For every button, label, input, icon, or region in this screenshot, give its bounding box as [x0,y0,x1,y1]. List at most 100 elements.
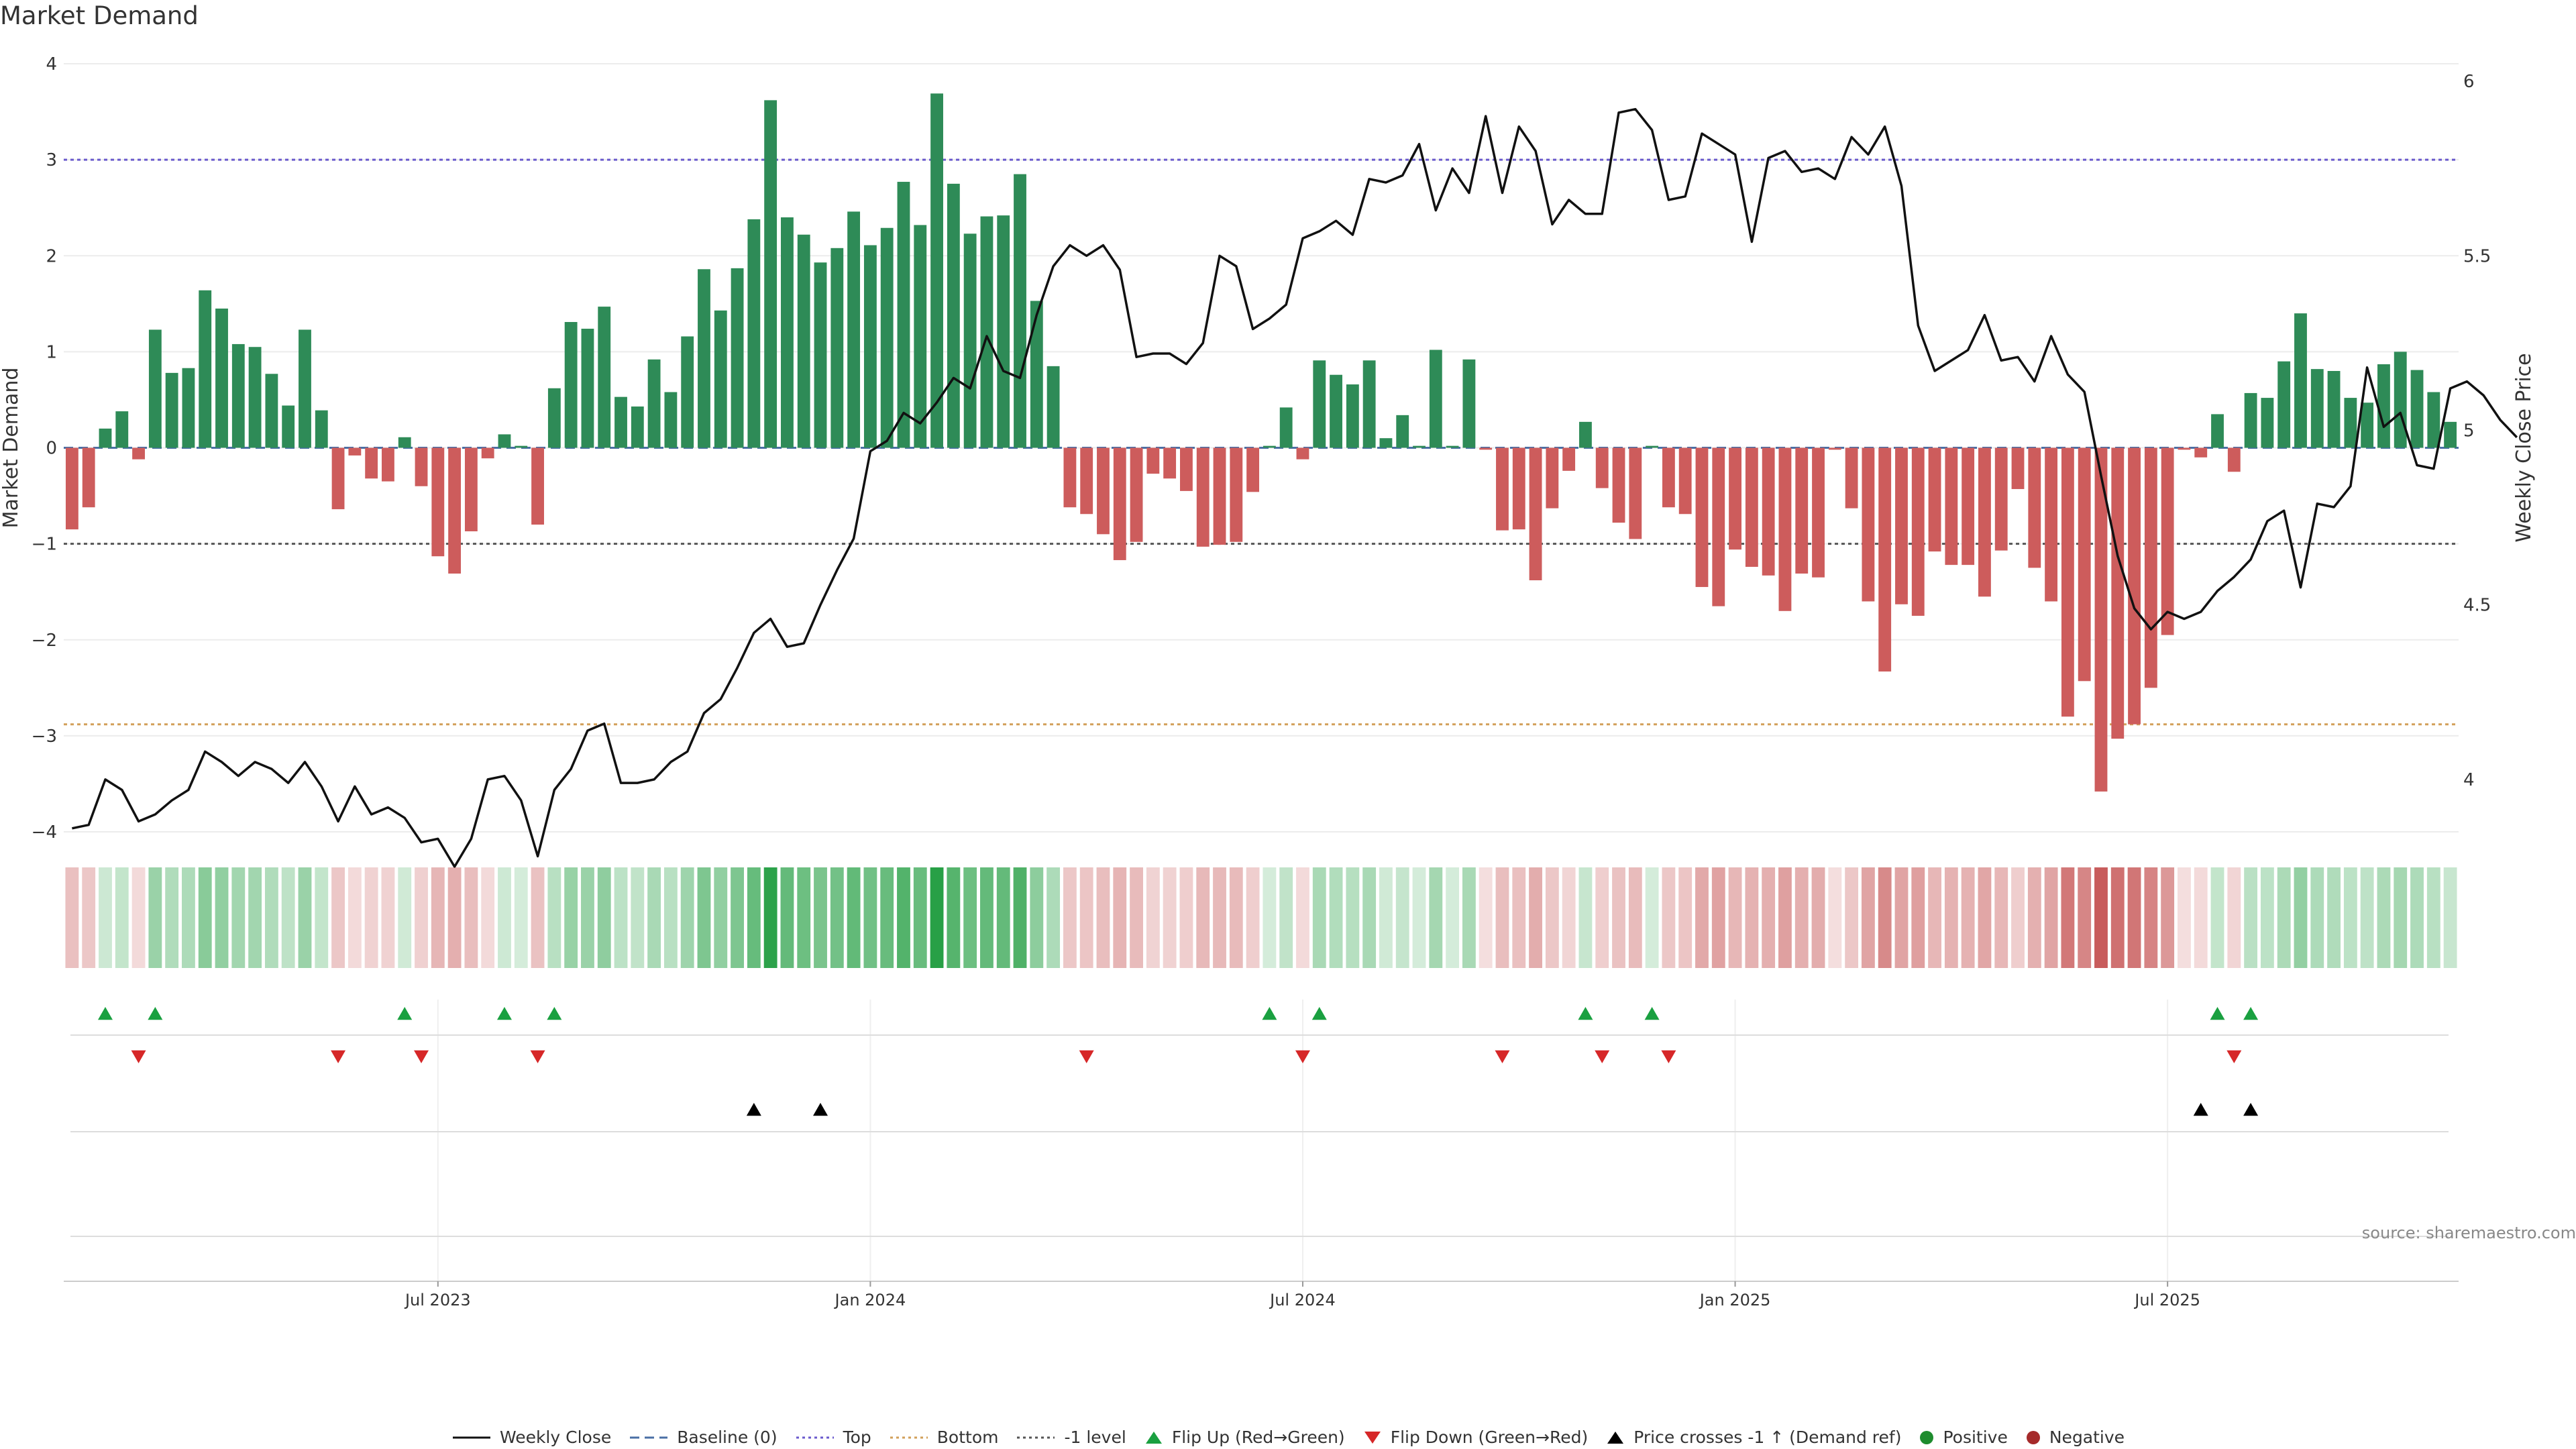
heat-cell [1861,867,1875,968]
demand-bar [2144,447,2157,688]
demand-bar [1745,447,1758,567]
heat-cell [2078,867,2092,968]
demand-bar [1828,447,1841,450]
flip-up-marker [1578,1007,1593,1020]
heat-cell [847,867,861,968]
heat-cell [2294,867,2308,968]
y-tick-label-left: 2 [46,246,57,266]
demand-bar [2011,447,2025,490]
demand-bar [299,329,311,448]
heat-cell [1512,867,1526,968]
heat-cell [1113,867,1127,968]
heat-cell [2210,867,2224,968]
demand-bar [2277,361,2291,448]
heat-cell [1811,867,1825,968]
legend-label: Top [843,1428,871,1447]
demand-bar [997,215,1010,448]
heat-cell [2110,867,2125,968]
demand-bar [2028,447,2041,568]
demand-bar [1146,447,1160,474]
heat-cell [447,867,462,968]
heat-cell [1961,867,1975,968]
heat-cell [1179,867,1193,968]
heat-cell [647,867,661,968]
heat-cell [1030,867,1044,968]
demand-bar [963,233,977,448]
demand-heat-strip [65,867,2457,968]
legend-flip-up: Flip Up (Red→Green) [1144,1428,1345,1447]
heat-cell [1562,867,1576,968]
heat-cell [763,867,777,968]
demand-bar [115,411,129,448]
heat-cell [2394,867,2408,968]
heat-cell [248,867,262,968]
heat-cell [2127,867,2141,968]
demand-bar [781,217,794,448]
heat-cell [2343,867,2357,968]
triangle-up-icon [1145,1431,1162,1444]
demand-bar [1313,360,1326,448]
demand-bar [2045,447,2058,602]
demand-bar [1097,447,1110,535]
heat-cell [1096,867,1110,968]
demand-bar [1712,447,1725,606]
flip-down-marker [1295,1050,1310,1063]
demand-bar [830,248,844,448]
x-tick-label: Jul 2025 [2133,1291,2200,1309]
triangle-down-icon [1364,1431,1381,1444]
heat-cell [714,867,728,968]
heat-cell [231,867,246,968]
demand-bar [880,227,894,448]
heat-cell [631,867,645,968]
demand-bar [2361,402,2374,448]
demand-bar [1196,447,1210,547]
demand-bar [631,406,644,448]
heat-cell [1429,867,1443,968]
demand-bar [1362,360,1376,448]
demand-bar [698,269,710,448]
legend-minus1: -1 level [1016,1428,1126,1447]
legend-label: Negative [2049,1428,2125,1447]
flip-up-marker [1311,1007,1327,1020]
legend-bottom: Bottom [889,1428,999,1447]
heat-cell [1495,867,1509,968]
heat-cell [1329,867,1343,968]
demand-bar [498,434,511,448]
demand-bar [82,447,95,508]
flip-up-marker [148,1007,163,1020]
heat-cell [1379,867,1393,968]
demand-bar [714,310,727,448]
legend-label: Bottom [936,1428,999,1447]
heat-cell [1545,867,1559,968]
demand-bar [980,216,994,448]
heat-cell [996,867,1010,968]
heat-cell [1745,867,1759,968]
heat-cell [431,867,445,968]
demand-bar [2061,447,2074,717]
demand-bar [2327,371,2341,448]
heat-cell [2260,867,2274,968]
demand-bar [1263,445,1276,448]
heat-cell [2227,867,2241,968]
heat-cell [99,867,112,968]
demand-bar [2078,447,2091,682]
demand-bar [1695,447,1709,588]
y-tick-label-left: −3 [32,727,57,747]
heat-cell [198,867,212,968]
demand-bar [2344,398,2357,448]
demand-bar [1213,447,1226,545]
heat-cell [1595,867,1609,968]
demand-bar [1812,447,1825,578]
heat-cell [930,867,944,968]
heat-cell [1446,867,1460,968]
x-tick-label: Jan 2024 [834,1291,906,1309]
heat-cell [281,867,295,968]
demand-bar [547,388,561,448]
heat-cell [2144,867,2158,968]
heat-cell [398,867,412,968]
heat-cell [1196,867,1210,968]
heat-cell [1944,867,1958,968]
heat-cell [464,867,478,968]
heat-cell [415,867,428,968]
legend-label: Positive [1943,1428,2008,1447]
